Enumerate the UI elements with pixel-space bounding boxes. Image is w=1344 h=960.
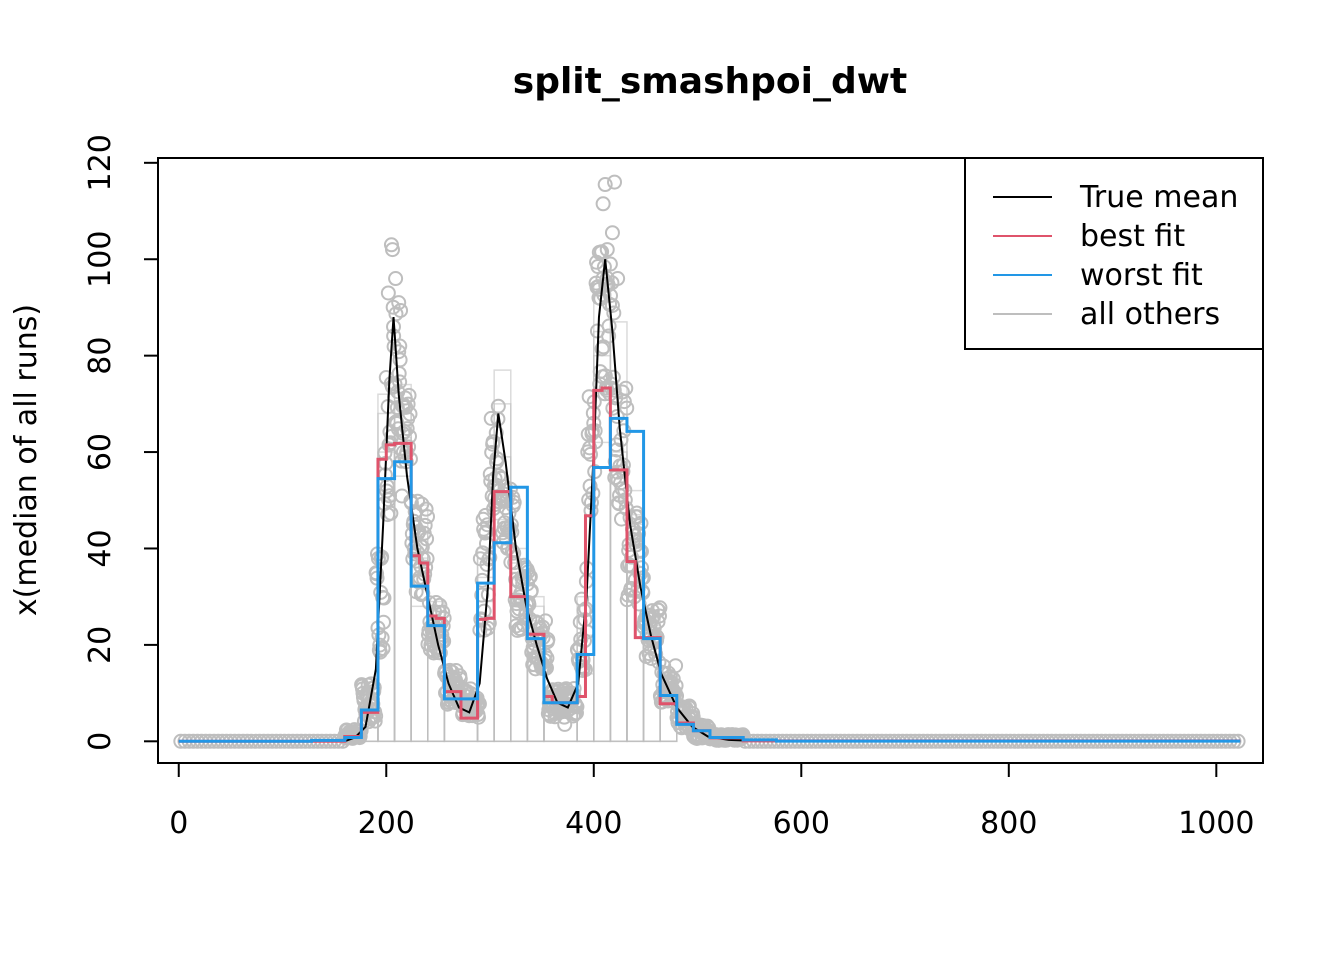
others-outlier (595, 196, 611, 212)
y-tick-label: 60 (83, 433, 118, 471)
fit-lines-layer (178, 259, 1241, 743)
x-tick-label: 400 (565, 806, 622, 841)
others-point (633, 515, 649, 531)
others-point (419, 531, 435, 547)
others-point (474, 587, 490, 603)
best-fit-line (178, 386, 1241, 743)
others-point (402, 406, 418, 422)
others-step-box (377, 499, 396, 743)
others-outlier (597, 177, 613, 193)
others-point (606, 382, 622, 398)
others-point (574, 591, 590, 607)
x-tick-label: 1000 (1178, 806, 1254, 841)
legend: True mean best fit worst fit all others (964, 157, 1264, 350)
y-tick-label: 80 (83, 337, 118, 375)
y-axis-label: x(median of all runs) (9, 304, 44, 616)
others-point (618, 380, 634, 396)
others-outlier (599, 242, 615, 258)
others-outlier (490, 398, 506, 414)
others-point (582, 478, 598, 494)
others-point (418, 559, 434, 575)
others-point (420, 509, 436, 525)
others-outlier (604, 225, 620, 241)
others-point (523, 583, 539, 599)
others-outlier (380, 285, 396, 301)
others-point (481, 615, 497, 631)
others-outlier (610, 271, 626, 287)
x-tick-label: 200 (358, 806, 415, 841)
others-outlier (607, 174, 623, 190)
others-point (392, 374, 408, 390)
others-point (607, 453, 623, 469)
others-point (418, 501, 434, 517)
others-point (506, 494, 522, 510)
others-point (432, 597, 448, 613)
others-point (652, 600, 668, 616)
others-point (489, 451, 505, 467)
others-outlier (557, 716, 573, 732)
x-tick-label: 800 (980, 806, 1037, 841)
others-point (617, 492, 633, 508)
others-point (400, 396, 416, 412)
worst-fit-line (178, 416, 1241, 743)
others-point (478, 524, 494, 540)
others-point (604, 297, 620, 313)
others-point (476, 603, 492, 619)
others-outlier (384, 242, 400, 258)
others-point (601, 328, 617, 344)
others-point (568, 705, 584, 721)
x-tick-label: 600 (773, 806, 830, 841)
x-axis: 0 200 400 600 800 1000 (169, 762, 1254, 841)
others-point (414, 496, 430, 512)
others-point (594, 341, 610, 357)
others-outlier (391, 295, 407, 311)
y-tick-label: 0 (83, 732, 118, 751)
others-point (374, 630, 390, 646)
others-point (668, 678, 684, 694)
others-point (668, 658, 684, 674)
y-tick-label: 100 (83, 231, 118, 288)
others-point (619, 400, 635, 416)
others-point (399, 421, 415, 437)
others-point (372, 644, 388, 660)
others-outlier (388, 271, 404, 287)
others-point (651, 608, 667, 624)
legend-label: worst fit (1080, 258, 1203, 293)
legend-label: all others (1080, 297, 1220, 332)
legend-label: True mean (1079, 180, 1238, 215)
legend-label: best fit (1080, 219, 1185, 254)
true-mean-line (178, 259, 1241, 743)
others-point (614, 384, 630, 400)
others-point (487, 471, 503, 487)
chart-title: split_smashpoi_dwt (513, 61, 907, 102)
y-tick-label: 20 (83, 626, 118, 664)
others-point (506, 545, 522, 561)
others-point (650, 614, 666, 630)
y-tick-label: 40 (83, 529, 118, 567)
y-tick-label: 120 (83, 134, 118, 191)
others-point (393, 302, 409, 318)
legend-box (964, 157, 1264, 350)
others-point (538, 613, 554, 629)
others-step-box (609, 499, 628, 743)
others-point (485, 434, 501, 450)
y-axis: 0 20 40 60 80 100 120 (83, 134, 159, 751)
others-point (367, 713, 383, 729)
others-point (588, 434, 604, 450)
others-outlier (392, 338, 408, 354)
others-point (372, 637, 388, 653)
x-tick-label: 0 (169, 806, 188, 841)
others-point (583, 446, 599, 462)
others-point (601, 318, 617, 334)
others-outlier (591, 290, 607, 306)
others-point (606, 305, 622, 321)
others-point (401, 387, 417, 403)
